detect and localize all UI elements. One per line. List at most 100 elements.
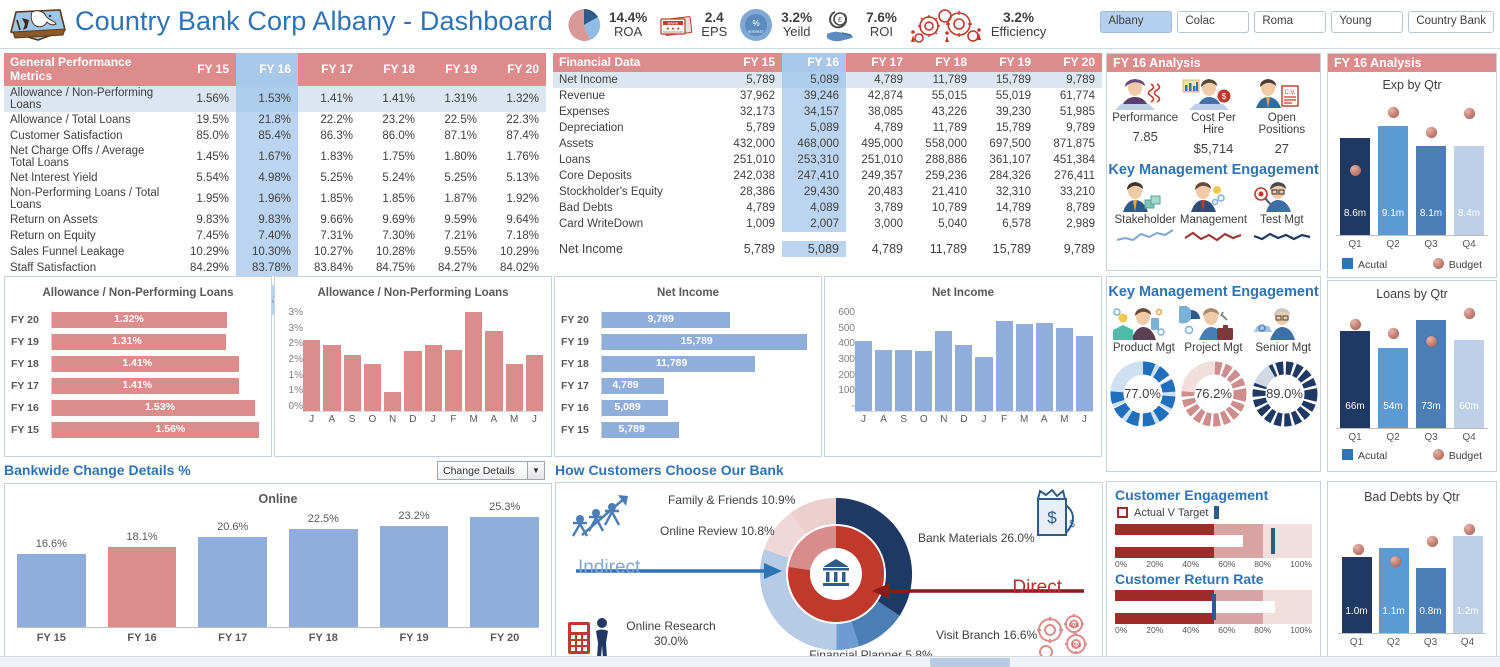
budget-dot-icon: [1432, 258, 1444, 269]
change-details-select[interactable]: Change Details ▼: [437, 461, 545, 480]
horse-cart-logo-icon: [8, 2, 68, 46]
horizontal-scrollbar[interactable]: [0, 656, 1500, 667]
budget-marker-q2: [1389, 555, 1401, 567]
kme-donuts-row: 77.0% 76.2% 89.0%: [1107, 359, 1320, 429]
bar-row: FY 19 1.31%: [11, 331, 259, 353]
allowance-npl-bars: FY 20 1.32% FY 19 1.31% FY 18 1.41% FY 17 1.…: [11, 309, 259, 441]
financial-data-body: Net Income 5,789 5,089 4,789 11,789 15,789 9,7…: [553, 72, 1102, 257]
actual-square-icon: [1117, 507, 1128, 518]
financial-data-table: Financial Data FY 15 FY 16 FY 17 FY 18 F…: [553, 53, 1102, 257]
bar: [975, 356, 993, 411]
hand-coin-icon: £: [822, 6, 860, 44]
calculator-person-icon: [568, 618, 608, 658]
chart-title: Allowance / Non-Performing Loans: [317, 287, 509, 299]
table-header-row: General Performance Metrics FY 15 FY 16 …: [4, 53, 546, 86]
net-income-bars: FY 20 9,789 FY 19 15,789 FY 18 11,789 FY 17…: [561, 309, 809, 441]
table-row: Customer Satisfaction 85.0% 85.4% 86.3% 86.0…: [10, 128, 539, 144]
kpi-strip: 14.4% ROA BANK ★ ★ ★ 2.4: [565, 3, 1046, 47]
people-growth-icon: [571, 495, 628, 537]
kpi-roi: £ 7.6% ROI: [822, 6, 897, 44]
bar: [1055, 327, 1073, 411]
budget-marker-q3: [1425, 336, 1437, 348]
bar: [444, 349, 462, 411]
bar: [525, 354, 543, 411]
gm-col-fy15: FY 15: [174, 53, 236, 86]
bar-row: FY 16 5,089: [561, 397, 809, 419]
table-row: Revenue 37,962 39,246 42,874 55,015 55,019 61,…: [559, 88, 1095, 104]
net-income-monthly-chart: 600 500 400 300 200 100 -: [829, 307, 1093, 427]
gm-col-fy16: FY 16: [236, 53, 298, 86]
bar-fy15: 16.6%: [17, 538, 86, 627]
svg-text:BANK: BANK: [668, 21, 679, 26]
slicer-roma[interactable]: Roma: [1254, 11, 1327, 33]
fd-col-fy16: FY 16: [782, 53, 846, 72]
bar: [363, 364, 381, 411]
slice-label-bank-materials: Bank Materials 26.0%: [918, 531, 1035, 545]
ce-axis: 0% 20% 40% 60% 80% 100%: [1115, 559, 1312, 569]
indirect-label: Indirect: [578, 557, 641, 578]
bar-q4: 60m: [1454, 339, 1484, 428]
svg-text:75%: 75%: [1071, 643, 1082, 649]
bar: [855, 341, 873, 411]
bar-row: FY 16 1.53%: [11, 397, 259, 419]
scrollbar-thumb[interactable]: [930, 658, 1010, 667]
online-bars: 16.6% 18.1% 20.6% 22.5% 23.2% 25.3%: [17, 501, 540, 628]
bar-q4: 1.2m: [1452, 536, 1483, 633]
axis-tick: Q4: [1462, 239, 1476, 250]
general-metrics-table: General Performance Metrics FY 15 FY 16 …: [4, 53, 546, 315]
fy16-analysis-exp-panel: FY 16 Analysis Exp by Qtr 8.6m 9.1m 8.1m…: [1327, 53, 1497, 278]
table-row: Stockholder's Equity 28,386 29,430 20,483 21…: [559, 184, 1095, 200]
table-row: Net Charge Offs / Average Total Loans 1.4…: [10, 144, 539, 170]
hr-metric-label: Cost Per Hire: [1191, 112, 1236, 136]
how-customers-choose-donut: [759, 497, 913, 651]
table-row: Loans 251,010 253,310 251,010 288,886 361,107…: [559, 152, 1095, 168]
bar-row: FY 19 15,789: [561, 331, 809, 353]
stakeholder-person-icon: [1123, 182, 1161, 212]
page-title: Country Bank Corp Albany - Dashboard: [75, 6, 553, 36]
chevron-down-icon[interactable]: ▼: [527, 462, 544, 479]
slicer-colac[interactable]: Colac: [1177, 11, 1250, 33]
bar: [1035, 322, 1053, 411]
loans-by-qtr-panel: Loans by Qtr 66m 54m 73m 60m Q1 Q2 Q3 Q4…: [1327, 280, 1497, 472]
percent-badge-icon: % INTEREST: [737, 6, 775, 44]
target-marker: [1211, 594, 1216, 620]
senior-mgt-donut: [1251, 361, 1318, 427]
svg-text:INTEREST: INTEREST: [748, 30, 764, 34]
bar-row: FY 15 5,789: [561, 419, 809, 441]
bar: [1075, 336, 1093, 411]
table-spacer-row: [553, 232, 1102, 241]
hr-metric-open-positions: C.V. Open Positions 27: [1248, 78, 1316, 156]
kpi-label: Efficiency: [990, 24, 1047, 40]
table-row: Allowance / Non-Performing Loans 1.56% 1.5…: [4, 86, 546, 112]
allowance-npl-hbar-panel: Allowance / Non-Performing Loans FY 20 1.…: [4, 276, 272, 457]
bar: [465, 312, 483, 411]
branch-slicer-group[interactable]: Albany Colac Roma Young Country Bank: [1100, 11, 1494, 33]
budget-marker-q2: [1387, 106, 1399, 118]
online-x-axis: FY 15 FY 16 FY 17 FY 18 FY 19 FY 20: [36, 632, 520, 644]
slicer-country-bank[interactable]: Country Bank: [1408, 11, 1494, 33]
money-bag-icon: $ $: [1036, 488, 1075, 536]
senior-mgt-icon: [1254, 308, 1296, 340]
loans-by-qtr-axis: Q1 Q2 Q3 Q4: [1336, 432, 1488, 443]
bar-row: FY 20 1.32%: [11, 309, 259, 331]
kme-label: Product Mgt: [1112, 342, 1175, 354]
bank-building-icon: [823, 559, 849, 586]
svg-text:$: $: [1069, 519, 1075, 530]
bar-row: FY 17 1.41%: [11, 375, 259, 397]
gears-people-icon: [907, 6, 985, 44]
product-mgt-icon: [1113, 308, 1165, 340]
kpi-value: 2.4: [704, 9, 724, 25]
axis-tick: Q2: [1386, 239, 1400, 250]
bank-card-icon: BANK ★ ★ ★: [657, 6, 695, 44]
slicer-albany[interactable]: Albany: [1100, 11, 1173, 33]
exp-by-qtr-axis: Q1 Q2 Q3 Q4: [1336, 239, 1488, 250]
loans-by-qtr-legend: Acutal Budget: [1328, 449, 1496, 462]
bar-q4: 8.4m: [1454, 145, 1484, 235]
bars: [303, 307, 543, 412]
bar-row: FY 17 4,789: [561, 375, 809, 397]
bar: [955, 345, 973, 411]
bar-fy19: 23.2%: [379, 510, 449, 627]
slicer-young[interactable]: Young: [1331, 11, 1404, 33]
general-performance-metrics-panel: General Performance Metrics FY 15 FY 16 …: [4, 53, 546, 315]
